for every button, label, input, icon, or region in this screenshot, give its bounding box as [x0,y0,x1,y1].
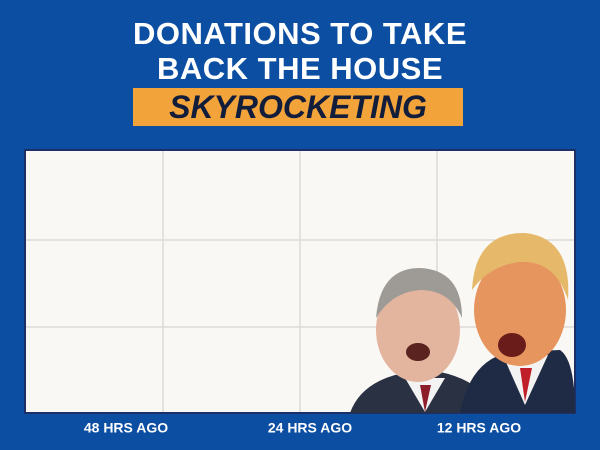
subtitle: SKYROCKETING [133,88,463,126]
photo-right [460,232,575,413]
x-tick-label: 24 HRS AGO [268,420,352,436]
x-tick-label: 48 HRS AGO [84,420,168,436]
photo-left [350,268,500,413]
x-axis: 48 HRS AGO 24 HRS AGO 12 HRS AGO [84,420,521,436]
x-tick-label: 12 HRS AGO [437,420,521,436]
title: DONATIONS TO TAKE BACK THE HOUSE [133,16,467,86]
